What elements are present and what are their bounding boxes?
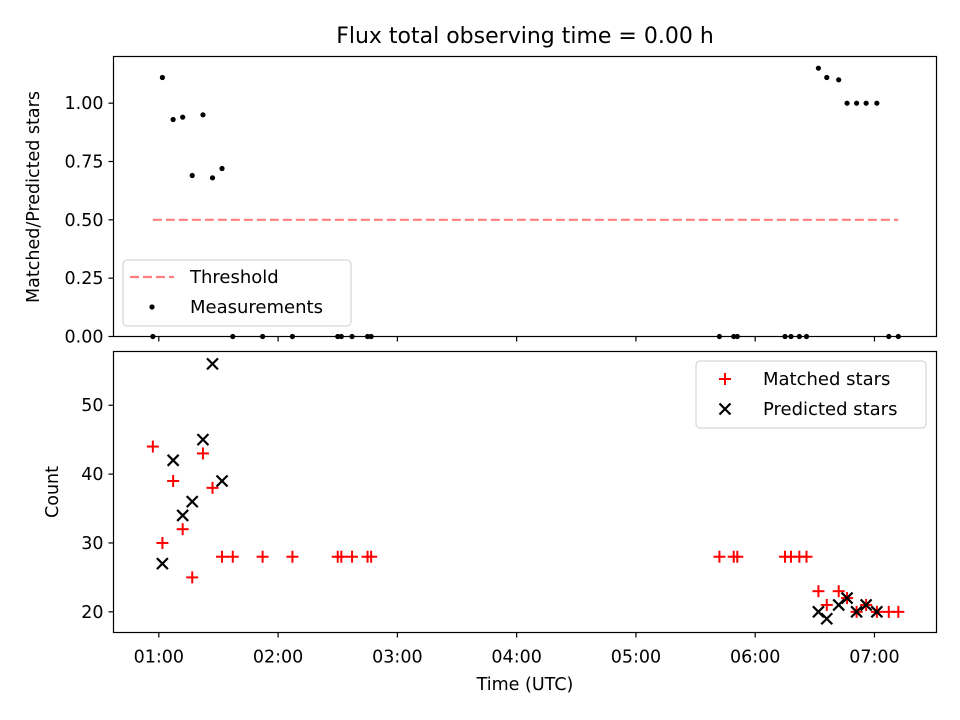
- legend-ratio: Threshold Measurements: [122, 259, 352, 327]
- matched-star-point: [186, 571, 199, 584]
- predicted-star-point: [166, 454, 180, 467]
- predicted-star-point: [185, 495, 199, 508]
- predicted-star-point: [156, 557, 169, 570]
- matched-star-point: [713, 550, 726, 563]
- matched-star-point: [216, 550, 229, 563]
- legend-label-threshold: Threshold: [189, 267, 279, 288]
- axes-frame-ratio: [112, 55, 938, 338]
- matched-star-point: [256, 550, 269, 563]
- matched-legend-marker: [719, 373, 731, 385]
- y-tick-label-ratio: 0.25: [65, 269, 104, 289]
- predicted-star-point: [206, 357, 219, 371]
- measurement-point: [170, 116, 176, 123]
- measurement-point: [209, 175, 216, 181]
- x-tick-label: 07:00: [849, 648, 899, 668]
- y-tick-label-count: 30: [81, 534, 103, 554]
- predicted-star-point: [870, 605, 884, 619]
- predicted-star-point: [215, 474, 229, 488]
- matched-star-point: [800, 550, 813, 563]
- matched-star-point: [226, 550, 239, 563]
- measurement-point: [874, 100, 880, 106]
- matched-star-point: [892, 605, 905, 618]
- ratio-panel: Flux total observing time = 0.00 h Match…: [24, 24, 938, 348]
- y-tick-label-ratio: 0.50: [65, 211, 104, 231]
- predicted-star-point: [840, 591, 854, 605]
- y-tick-label-count: 50: [81, 396, 103, 416]
- count-panel: Count Time (UTC) 20 30 40 50 01:00 02:00 03:0…: [43, 350, 938, 695]
- y-tick-label-count: 20: [81, 603, 103, 623]
- y-tick-label-ratio: 1.00: [65, 94, 104, 114]
- x-axis-label: Time (UTC): [476, 675, 574, 695]
- legend-box: [695, 360, 927, 429]
- x-tick-label: 01:00: [134, 648, 184, 668]
- predicted-star-point: [859, 598, 873, 612]
- legend-label-matched: Matched stars: [763, 369, 890, 390]
- measurement-point: [844, 100, 850, 106]
- x-tick-label: 03:00: [372, 648, 422, 668]
- matched-star-point: [731, 550, 744, 563]
- y-tick-label-ratio: 0.75: [65, 153, 104, 173]
- x-tick-label: 02:00: [253, 648, 303, 668]
- legend-count: Matched stars Predicted stars: [695, 360, 927, 429]
- predicted-star-point: [176, 509, 189, 522]
- matched-star-point: [346, 550, 359, 563]
- matched-star-point: [832, 585, 845, 598]
- chart-title: Flux total observing time = 0.00 h: [336, 24, 714, 49]
- matched-star-point: [176, 523, 189, 536]
- matched-star-point: [206, 481, 219, 494]
- y-axis-label-count: Count: [43, 466, 63, 518]
- legend-box: [122, 259, 352, 327]
- measurement-legend-icon: [149, 304, 155, 310]
- matched-star-point: [156, 536, 169, 549]
- x-tick-label: 05:00: [611, 648, 661, 668]
- matched-star-point: [167, 474, 180, 487]
- predicted-legend-marker: [718, 402, 732, 416]
- measurement-point: [815, 65, 822, 71]
- measurement-point: [836, 77, 842, 83]
- measurement-point: [219, 165, 225, 172]
- predicted-star-point: [196, 433, 210, 446]
- matched-star-point: [286, 550, 299, 563]
- matched-legend-icon: [719, 373, 731, 385]
- measurement-point: [853, 100, 860, 106]
- matched-star-point: [335, 550, 348, 563]
- measurement-point: [863, 100, 869, 106]
- axes-frame-count: [112, 350, 938, 634]
- matched-star-point: [820, 598, 833, 611]
- predicted-star-point: [850, 605, 863, 619]
- y-axis-label-ratio: Matched/Predicted stars: [24, 91, 44, 303]
- x-tick-label: 06:00: [730, 648, 780, 668]
- measurement-point: [180, 114, 186, 120]
- predicted-star-point: [820, 612, 834, 626]
- legend-label-predicted: Predicted stars: [763, 399, 897, 420]
- measurement-point: [189, 172, 195, 179]
- measurement-point: [159, 74, 166, 81]
- matched-star-point: [812, 585, 825, 598]
- matched-star-point: [146, 440, 159, 453]
- legend-label-measurements: Measurements: [190, 297, 323, 318]
- y-tick-label-ratio: 0.00: [65, 328, 104, 348]
- x-tick-label: 04:00: [491, 648, 541, 668]
- predicted-legend-icon: [718, 402, 732, 416]
- measurement-point: [200, 112, 206, 118]
- measurement-point: [824, 74, 830, 81]
- matched-star-point: [196, 447, 209, 460]
- matched-star-point: [365, 550, 378, 563]
- y-tick-label-count: 40: [81, 465, 103, 485]
